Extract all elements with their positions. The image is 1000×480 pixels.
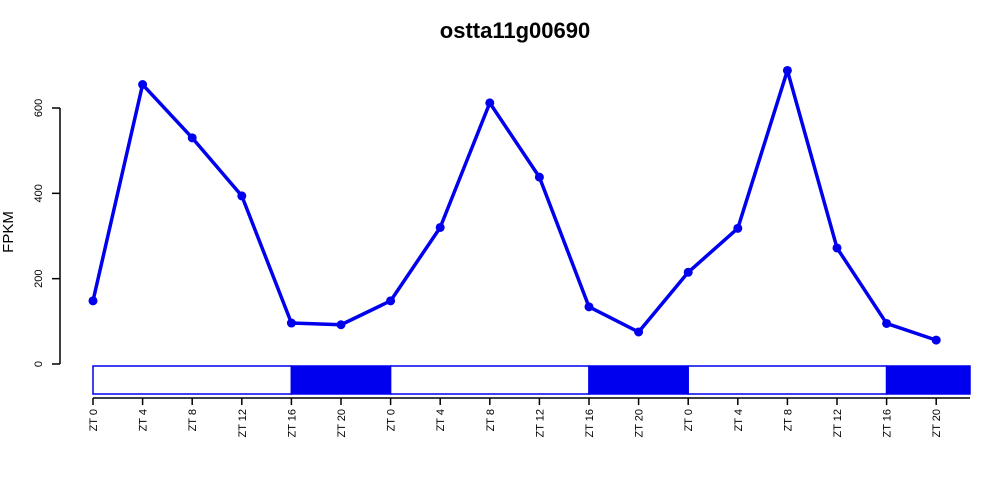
data-point	[386, 296, 396, 306]
data-point	[634, 327, 644, 337]
x-tick-label: ZT 0	[683, 409, 695, 431]
x-tick-label: ZT 8	[782, 409, 794, 431]
light-phase-block	[687, 365, 888, 395]
data-points	[88, 65, 941, 345]
data-point	[485, 98, 495, 108]
chart-title: ostta11g00690	[440, 18, 590, 43]
x-tick-label: ZT 8	[187, 409, 199, 431]
x-tick-label: ZT 0	[386, 409, 398, 431]
data-point	[733, 223, 743, 233]
x-tick-label: ZT 12	[534, 409, 546, 438]
x-tick-label: ZT 16	[584, 409, 596, 438]
x-tick-label: ZT 12	[237, 409, 249, 438]
y-tick-label: 400	[33, 184, 45, 202]
dark-phase-block	[885, 365, 971, 395]
x-tick-label: ZT 16	[286, 409, 298, 438]
x-tick-label: ZT 12	[832, 409, 844, 438]
x-tick-label: ZT 4	[138, 409, 150, 431]
dark-phase-block	[290, 365, 392, 395]
y-tick-label: 200	[33, 269, 45, 287]
data-point	[931, 335, 941, 345]
x-tick-label: ZT 8	[485, 409, 497, 431]
data-point	[534, 172, 544, 182]
y-ticks: 0 200 400 600	[33, 99, 60, 367]
data-point	[435, 222, 445, 232]
x-tick-label: ZT 20	[931, 409, 943, 438]
x-tick-label: ZT 4	[733, 409, 745, 431]
data-point	[286, 318, 296, 328]
data-point	[683, 267, 693, 277]
x-tick-label: ZT 20	[634, 409, 646, 438]
dark-phase-block	[588, 365, 689, 395]
x-tick-label: ZT 0	[88, 409, 100, 431]
x-tick-label: ZT 20	[336, 409, 348, 438]
light-phase-block	[92, 365, 293, 395]
light-dark-bar	[92, 365, 971, 395]
data-point	[584, 302, 594, 312]
data-point	[832, 243, 842, 253]
y-tick-label: 0	[33, 361, 45, 367]
data-point	[782, 65, 792, 75]
data-point	[187, 133, 197, 143]
y-axis-label: FPKM	[0, 211, 17, 253]
data-point	[138, 80, 148, 90]
light-phase-block	[389, 365, 590, 395]
data-point	[237, 191, 247, 201]
x-ticks: ZT 0 ZT 4 ZT 8 ZT 12 ZT 16 ZT 20 ZT 0 ZT 4 ZT 8 Z…	[88, 398, 943, 438]
y-tick-label: 600	[33, 99, 45, 117]
x-tick-label: ZT 4	[435, 409, 447, 431]
data-point	[882, 318, 892, 328]
series-line	[91, 68, 937, 342]
data-point	[336, 320, 346, 330]
data-point	[88, 296, 98, 306]
x-tick-label: ZT 16	[882, 409, 894, 438]
